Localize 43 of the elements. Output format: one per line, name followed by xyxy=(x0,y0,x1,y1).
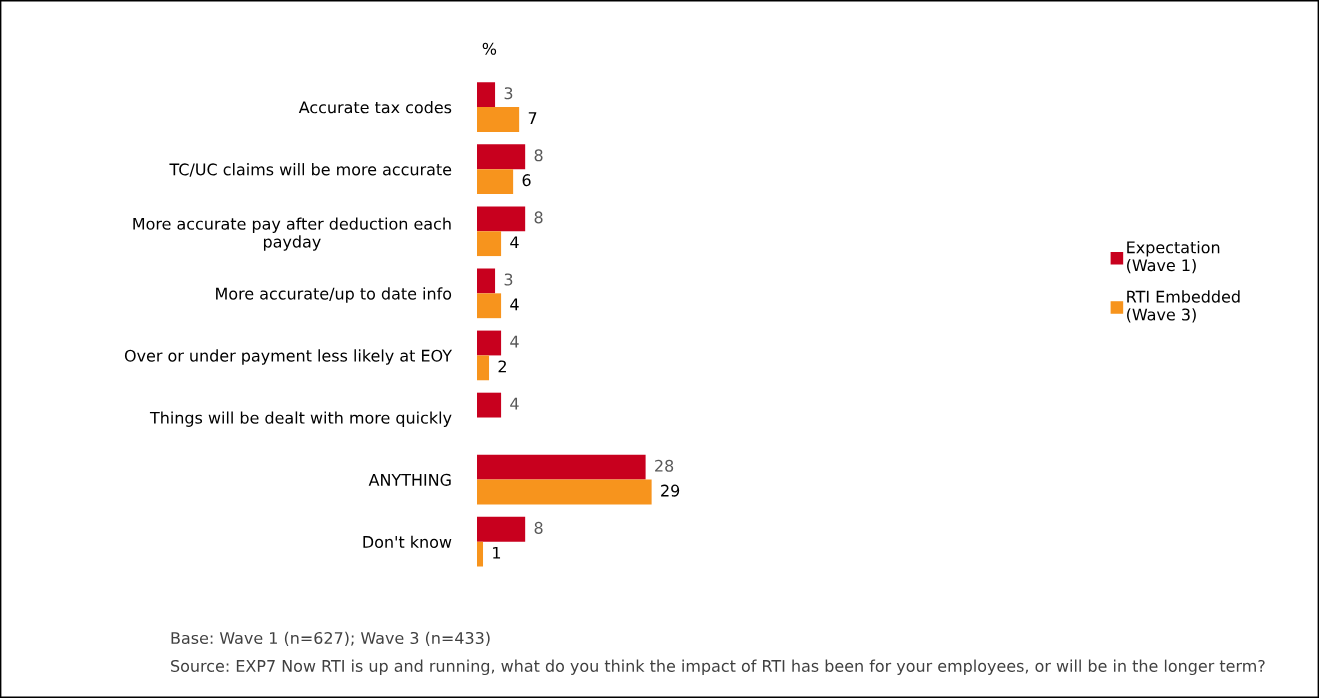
data-label: 1 xyxy=(493,546,501,559)
data-label: 6 xyxy=(522,174,531,187)
data-label: 4 xyxy=(510,397,519,410)
data-label: 4 xyxy=(510,298,519,311)
bar xyxy=(477,231,502,257)
data-label: 4 xyxy=(510,335,519,348)
bar xyxy=(477,169,514,194)
bar xyxy=(477,330,502,356)
data-label: 4 xyxy=(510,236,519,249)
legend-label: RTI Embedded (Wave 3) xyxy=(1127,290,1240,323)
data-label: 2 xyxy=(498,360,506,373)
bar xyxy=(477,268,496,294)
bar xyxy=(477,541,484,567)
data-label: 8 xyxy=(534,149,543,162)
source-note: Source: EXP7 Now RTI is up and running, what do you think the impact of RTI has been for your employees, or will be in the longer term? xyxy=(171,659,1265,676)
y-tick-label: ANYTHING xyxy=(368,473,451,486)
y-tick-label: TC/UC claims will be more accurate xyxy=(169,163,452,177)
legend-label: Expectation (Wave 1) xyxy=(1127,241,1220,274)
x-axis-title: % xyxy=(482,42,497,55)
y-tick-label: More accurate pay after deduction each payday xyxy=(133,217,451,251)
data-label: 3 xyxy=(504,87,513,100)
bar xyxy=(477,107,520,132)
data-label: 8 xyxy=(534,521,543,534)
bar xyxy=(477,82,496,108)
bar xyxy=(477,454,646,480)
y-tick-label: More accurate/up to date info xyxy=(216,287,452,303)
data-label: 3 xyxy=(504,273,513,286)
data-label: 29 xyxy=(661,484,680,497)
bar xyxy=(477,206,526,232)
data-label: 8 xyxy=(534,211,543,224)
y-tick-label: Accurate tax codes xyxy=(298,100,452,114)
data-label: 7 xyxy=(528,112,537,124)
text: Base: Wave 1 (n=627); Wave 3 (n=433) xyxy=(171,631,490,646)
bar xyxy=(477,293,502,319)
y-tick-label: Things will be dealt with more quickly xyxy=(149,411,452,427)
data-label: 28 xyxy=(655,459,674,472)
bar xyxy=(477,479,652,505)
bar xyxy=(477,355,490,381)
y-tick-label: Over or under payment less likely at EOY xyxy=(124,349,453,365)
bar xyxy=(477,516,526,542)
bar xyxy=(477,392,502,418)
y-tick-label: Don't know xyxy=(363,535,452,548)
bar xyxy=(477,144,526,170)
